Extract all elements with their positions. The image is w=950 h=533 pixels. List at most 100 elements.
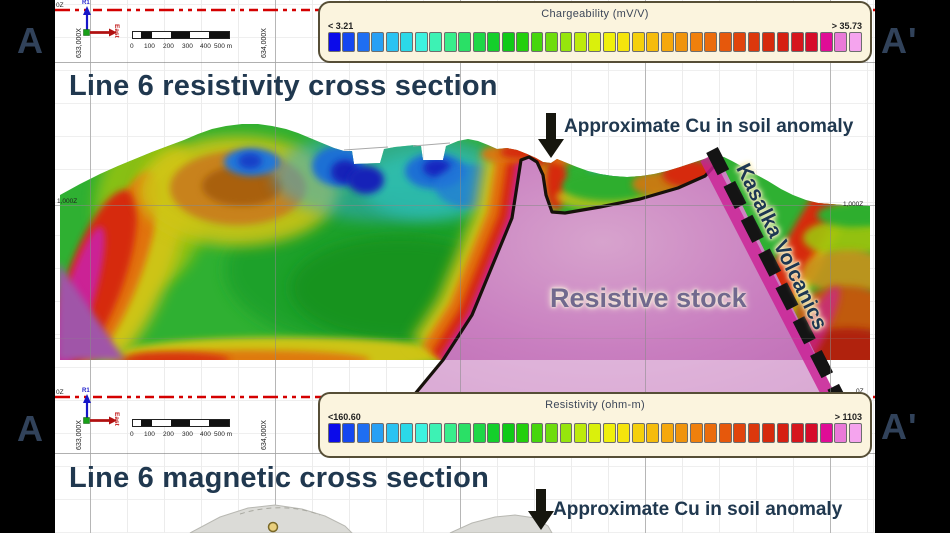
color-swatch: [545, 32, 558, 52]
resistive-stock-region: [408, 147, 847, 407]
color-swatch: [602, 423, 616, 443]
elev-label-right: 1,000Z: [843, 201, 864, 208]
color-swatch: [487, 423, 501, 443]
axis-indicator-bottom: [83, 394, 117, 425]
scalebar-tick: 100: [144, 431, 155, 438]
color-swatch: [848, 423, 862, 443]
marker-a-top: A: [17, 20, 44, 61]
topo-line: [343, 146, 389, 151]
color-swatch: [400, 423, 414, 443]
scalebar-tick: 100: [144, 43, 155, 50]
color-swatch: [776, 423, 790, 443]
magnetic-terrain: [189, 504, 553, 533]
color-swatch: [631, 32, 645, 52]
color-swatch: [458, 423, 472, 443]
color-swatch: [342, 32, 356, 52]
color-swatch: [675, 32, 689, 52]
stock-outline: [408, 155, 722, 402]
color-swatch: [718, 32, 732, 52]
scalebar-tick: 500 m: [214, 431, 233, 438]
color-swatch: [385, 423, 399, 443]
resistivity-legend-title: Resistivity (ohm-m): [545, 399, 645, 411]
color-swatch: [545, 423, 558, 443]
scalebar-tick: 200: [163, 431, 174, 438]
scalebar-tick: 0: [130, 431, 134, 438]
chargeability-min-label: < 3.21: [328, 21, 354, 31]
color-swatch: [429, 423, 443, 443]
cu-anomaly-label-bottom: Approximate Cu in soil anomaly: [553, 499, 843, 520]
color-swatch: [848, 32, 862, 52]
axis-r1-label-bottom: R1: [82, 388, 90, 394]
chargeability-color-scale: [328, 32, 862, 52]
marker-a1-top: A': [881, 20, 918, 61]
color-swatch: [805, 32, 819, 52]
color-swatch: [356, 32, 370, 52]
color-swatch: [588, 423, 602, 443]
scalebar-tick: 200: [163, 43, 174, 50]
color-swatch: [646, 32, 660, 52]
color-swatch: [689, 32, 703, 52]
marker-a1-bottom: A': [881, 406, 918, 447]
color-swatch: [530, 32, 544, 52]
resistive-stock-label: Resistive stock: [550, 283, 747, 313]
color-swatch: [516, 32, 529, 52]
color-swatch: [559, 32, 573, 52]
color-swatch: [791, 32, 804, 52]
easting-633-bottom: 633,000X: [76, 420, 83, 450]
z-datum-label-bottom: 0Z: [56, 389, 64, 396]
easting-634-bottom: 634,000X: [261, 420, 268, 450]
color-swatch: [414, 423, 428, 443]
color-swatch: [660, 423, 674, 443]
color-swatch: [617, 32, 631, 52]
scale-bar-bottom: [132, 419, 230, 427]
color-swatch: [385, 32, 399, 52]
scalebar-tick: 0: [130, 43, 134, 50]
chargeability-legend: Chargeability (mV/V) < 3.21 > 35.73: [318, 1, 872, 63]
color-swatch: [573, 423, 587, 443]
color-swatch: [559, 423, 573, 443]
east-axis-label-top: East: [113, 24, 120, 38]
color-swatch: [819, 423, 833, 443]
color-swatch: [733, 423, 746, 443]
color-swatch: [602, 32, 616, 52]
resistivity-max-label: > 1103: [834, 412, 862, 422]
color-swatch: [501, 423, 515, 443]
scalebar-tick: 400: [200, 431, 211, 438]
east-axis-label-bottom: East: [113, 412, 120, 426]
color-swatch: [356, 423, 370, 443]
marker-a-bottom: A: [17, 408, 44, 449]
color-swatch: [371, 423, 385, 443]
color-swatch: [660, 32, 674, 52]
color-swatch: [689, 423, 703, 443]
resistivity-section-title: Line 6 resistivity cross section: [69, 70, 498, 102]
color-swatch: [791, 423, 804, 443]
color-swatch: [530, 423, 544, 443]
color-swatch: [747, 423, 761, 443]
color-swatch: [776, 32, 790, 52]
color-swatch: [834, 32, 848, 52]
color-swatch: [328, 32, 341, 52]
color-swatch: [762, 423, 775, 443]
color-swatch: [429, 32, 443, 52]
color-swatch: [573, 32, 587, 52]
color-swatch: [733, 32, 746, 52]
cu-anomaly-arrow-top: [538, 113, 564, 158]
color-swatch: [414, 32, 428, 52]
topo-line: [412, 142, 451, 147]
z-datum-label-top: 0Z: [56, 2, 64, 9]
color-swatch: [516, 423, 529, 443]
scalebar-tick: 400: [200, 43, 211, 50]
scale-bar-top: [132, 31, 230, 39]
color-swatch: [501, 32, 515, 52]
color-swatch: [718, 423, 732, 443]
magnetic-section-title: Line 6 magnetic cross section: [69, 462, 489, 494]
resistivity-legend: Resistivity (ohm-m) <160.60 > 1103: [318, 392, 872, 458]
color-swatch: [371, 32, 385, 52]
fault-dashed-line: [706, 147, 847, 405]
color-swatch: [675, 423, 689, 443]
color-swatch: [588, 32, 602, 52]
color-swatch: [631, 423, 645, 443]
color-swatch: [472, 32, 486, 52]
cu-anomaly-label-top: Approximate Cu in soil anomaly: [564, 116, 854, 137]
easting-634-top: 634,000X: [261, 28, 268, 58]
